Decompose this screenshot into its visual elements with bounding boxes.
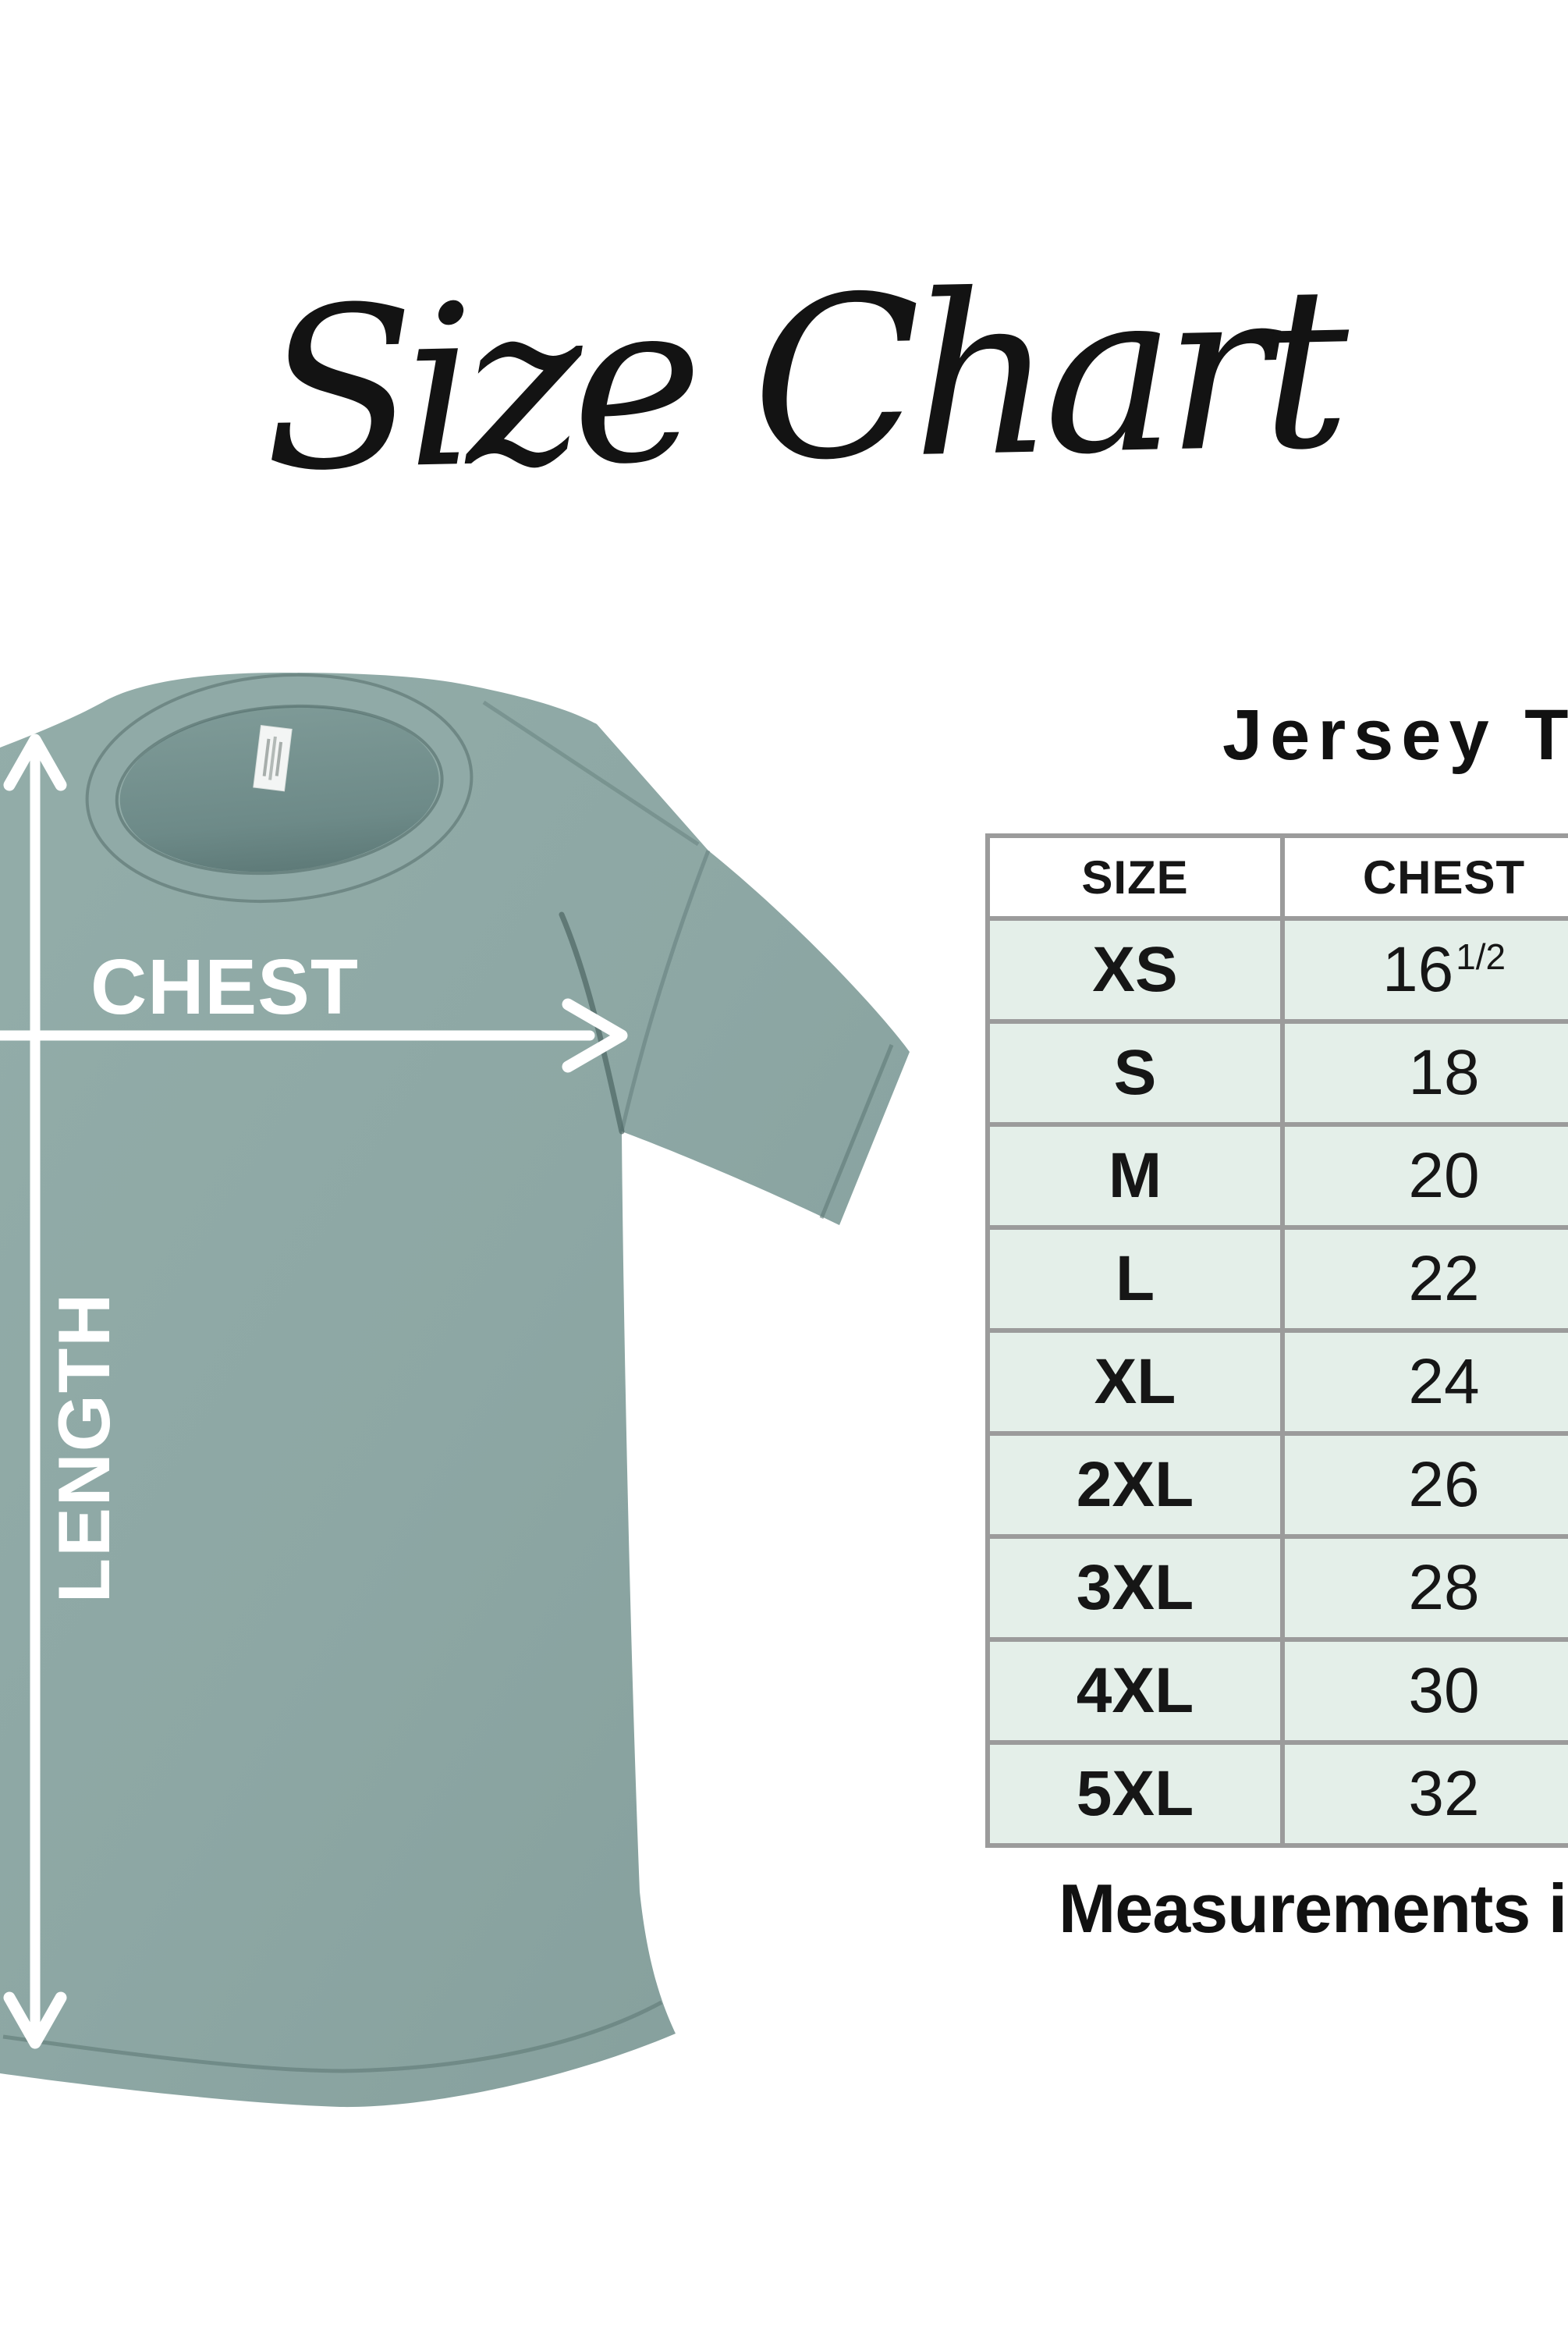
chest-cell: 20 xyxy=(1280,1122,1568,1230)
length-label: LENGTH xyxy=(43,1292,125,1603)
size-cell: L xyxy=(985,1225,1285,1333)
chest-cell: 28 xyxy=(1280,1534,1568,1642)
table-header-row: SIZE CHEST xyxy=(985,833,1568,921)
tshirt-image: CHEST LENGTH xyxy=(0,673,910,2108)
measurements-note: Measurements i xyxy=(1059,1870,1567,1947)
size-cell: M xyxy=(985,1122,1285,1230)
size-cell: S xyxy=(985,1019,1285,1127)
size-cell: 2XL xyxy=(985,1431,1285,1539)
table-row: XL 24 xyxy=(985,1328,1568,1436)
chest-cell: 26 xyxy=(1280,1431,1568,1539)
size-cell: XS xyxy=(985,916,1285,1024)
table-row: L 22 xyxy=(985,1225,1568,1333)
table-row: 3XL 28 xyxy=(985,1534,1568,1642)
column-header-size: SIZE xyxy=(985,833,1285,921)
tshirt-body xyxy=(0,673,910,2108)
column-header-chest: CHEST xyxy=(1280,833,1568,921)
chest-cell: 22 xyxy=(1280,1225,1568,1333)
fraction: 1/2 xyxy=(1456,936,1506,977)
table-row: M 20 xyxy=(985,1122,1568,1230)
chest-arrow-icon xyxy=(0,998,628,1073)
table-row: 5XL 32 xyxy=(985,1740,1568,1848)
chest-label: CHEST xyxy=(90,943,359,1031)
table-row: 4XL 30 xyxy=(985,1637,1568,1745)
size-cell: XL xyxy=(985,1328,1285,1436)
size-cell: 4XL xyxy=(985,1637,1285,1745)
table-row: S 18 xyxy=(985,1019,1568,1127)
neck-tag xyxy=(253,725,293,792)
product-heading: Jersey T xyxy=(1222,695,1568,775)
page-title: Size Chart xyxy=(261,239,1342,521)
table-row: XS 161/2 xyxy=(985,916,1568,1024)
chest-cell: 32 xyxy=(1280,1740,1568,1848)
chest-cell: 161/2 xyxy=(1280,916,1568,1024)
size-chart-table: SIZE CHEST XS 161/2 S 18 M 20 L 22 XL xyxy=(985,833,1568,1848)
chest-cell: 18 xyxy=(1280,1019,1568,1127)
table-row: 2XL 26 xyxy=(985,1431,1568,1539)
size-cell: 3XL xyxy=(985,1534,1285,1642)
chest-cell: 30 xyxy=(1280,1637,1568,1745)
size-cell: 5XL xyxy=(985,1740,1285,1848)
length-arrow-icon xyxy=(3,734,67,2049)
chest-cell: 24 xyxy=(1280,1328,1568,1436)
